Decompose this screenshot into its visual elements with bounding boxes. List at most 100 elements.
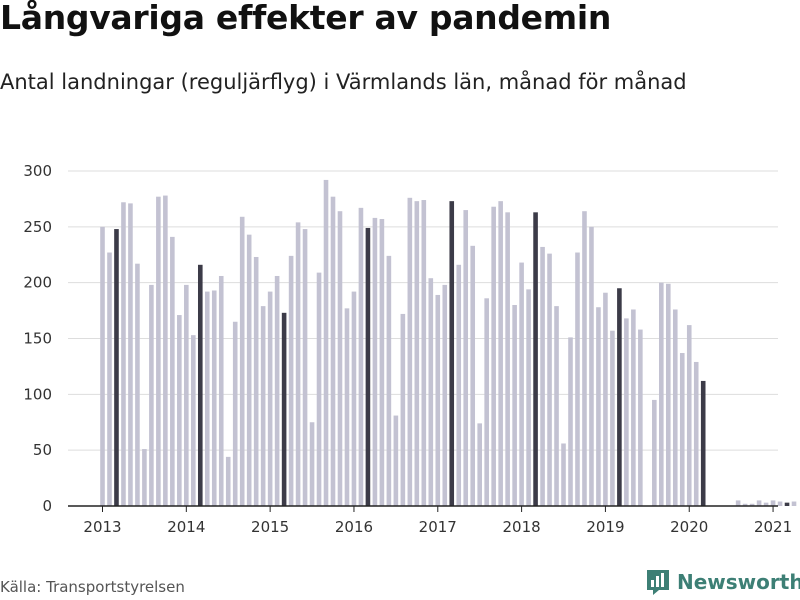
x-axis-ticks: 2013201420152016201720182019202020212022: [83, 506, 792, 536]
bar: [107, 252, 112, 506]
bar: [693, 361, 699, 506]
bar: [665, 283, 671, 506]
bar: [582, 211, 587, 506]
bar: [121, 202, 126, 506]
y-tick-label: 0: [42, 497, 52, 515]
bar: [498, 201, 503, 506]
bar: [274, 275, 280, 506]
bar: [652, 399, 657, 506]
bar: [791, 501, 797, 506]
bar: [184, 284, 189, 506]
bar: [463, 210, 469, 506]
bar: [309, 422, 315, 506]
bar: [288, 255, 294, 506]
bar: [477, 423, 482, 506]
bar: [239, 216, 245, 506]
y-tick-label: 100: [23, 385, 52, 403]
bar: [470, 245, 476, 506]
bar: [379, 219, 385, 506]
bar: [505, 212, 510, 506]
bar: [128, 203, 133, 506]
bar: [428, 278, 434, 506]
bar: [407, 197, 413, 507]
bar: [225, 456, 231, 506]
bar: [358, 207, 364, 506]
bar: [610, 330, 615, 506]
x-tick-label: 2016: [335, 518, 373, 536]
bar: [491, 206, 496, 507]
bar: [421, 200, 427, 506]
bar: [330, 196, 336, 506]
bar: [575, 252, 580, 506]
x-tick-label: 2013: [83, 518, 121, 536]
bar: [672, 309, 678, 506]
bar: [365, 227, 371, 506]
bar: [742, 503, 748, 506]
bar: [114, 229, 119, 506]
bar: [337, 211, 343, 506]
bar: [603, 292, 608, 506]
bar: [393, 415, 399, 506]
bar: [232, 321, 238, 506]
bar: [253, 256, 259, 506]
bar: [163, 195, 168, 506]
bar: [400, 313, 406, 506]
x-tick-label: 2017: [419, 518, 457, 536]
bar: [547, 253, 552, 506]
bar: [260, 306, 266, 506]
bar: [442, 284, 448, 506]
bar: [770, 500, 776, 506]
y-tick-label: 50: [33, 441, 52, 459]
bar: [323, 179, 329, 506]
bar: [624, 318, 629, 506]
x-tick-label: 2018: [503, 518, 541, 536]
x-tick-label: 2019: [586, 518, 624, 536]
bar: [149, 284, 154, 506]
brand-name: Newsworthy: [677, 570, 800, 594]
bar: [211, 290, 217, 506]
y-tick-label: 150: [23, 330, 52, 348]
x-tick-label: 2020: [670, 518, 708, 536]
bar: [756, 500, 762, 506]
bar: [156, 196, 161, 506]
chart-subtitle: Antal landningar (reguljärflyg) i Värmla…: [0, 70, 687, 94]
x-tick-label: 2014: [167, 518, 205, 536]
bar: [735, 500, 741, 506]
bar: [617, 288, 622, 506]
bar: [100, 226, 105, 506]
source-note: Källa: Transportstyrelsen: [0, 578, 185, 596]
bar: [659, 282, 664, 506]
bar: [435, 294, 441, 506]
bar: [679, 353, 685, 506]
bar: [638, 329, 643, 506]
bar: [295, 222, 301, 506]
bar: [197, 264, 203, 506]
bar: [170, 236, 175, 506]
bar: [449, 201, 455, 506]
bar: [191, 335, 196, 506]
bar: [540, 246, 545, 506]
y-tick-label: 300: [23, 162, 52, 180]
bar: [246, 234, 252, 506]
bar: [142, 449, 147, 506]
y-tick-label: 250: [23, 218, 52, 236]
bar: [267, 291, 273, 506]
bars: [100, 179, 797, 507]
bar: [554, 306, 559, 506]
bar: [218, 275, 224, 506]
bar: [561, 443, 566, 506]
bar: [372, 217, 378, 506]
bar: [777, 501, 783, 506]
bar: [749, 503, 755, 506]
bar: [135, 263, 140, 506]
bar: [302, 229, 308, 506]
bar: [784, 502, 790, 506]
bar: [700, 380, 706, 506]
bar: [533, 212, 538, 506]
bar: [512, 305, 517, 506]
bar: [526, 289, 531, 506]
bar: [344, 308, 350, 506]
x-tick-label: 2015: [251, 518, 289, 536]
newsworthy-logo-icon: [647, 570, 669, 595]
